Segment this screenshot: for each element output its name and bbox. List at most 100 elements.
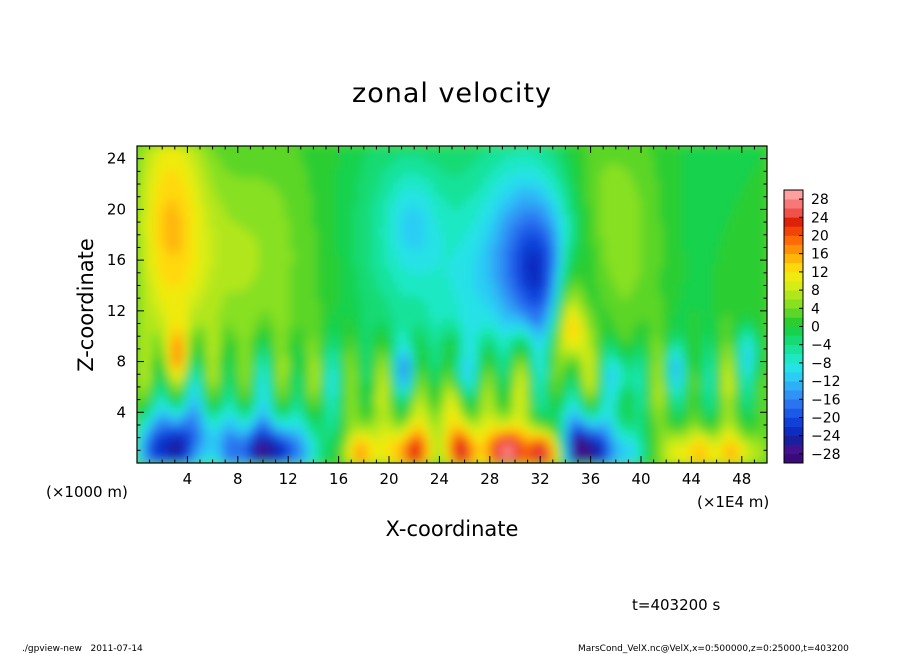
- field-cell: [240, 385, 246, 392]
- field-cell: [339, 444, 345, 450]
- field-cell: [415, 236, 421, 242]
- field-cell: [249, 272, 255, 278]
- field-cell: [429, 146, 435, 152]
- field-cell: [415, 390, 421, 396]
- field-cell: [352, 439, 358, 446]
- field-cell: [312, 317, 318, 324]
- field-cell: [456, 390, 462, 396]
- field-cell: [253, 385, 259, 392]
- field-cell: [456, 344, 462, 351]
- field-cell: [451, 240, 457, 247]
- field-cell: [456, 412, 462, 419]
- field-cell: [406, 444, 412, 450]
- field-cell: [420, 168, 426, 174]
- field-cell: [375, 331, 381, 337]
- field-cell: [181, 294, 187, 301]
- field-cell: [226, 435, 232, 441]
- field-cell: [240, 448, 246, 455]
- field-cell: [226, 204, 232, 210]
- field-cell: [172, 281, 178, 287]
- field-cell: [357, 267, 363, 274]
- field-cell: [357, 172, 363, 179]
- field-cell: [348, 263, 354, 269]
- field-cell: [199, 254, 205, 260]
- field-cell: [163, 344, 169, 351]
- field-cell: [258, 457, 264, 463]
- field-cell: [384, 340, 390, 346]
- field-cell: [397, 376, 403, 382]
- field-cell: [442, 453, 448, 459]
- field-cell: [411, 448, 417, 455]
- field-cell: [249, 394, 255, 401]
- field-cell: [370, 430, 376, 437]
- field-cell: [402, 435, 408, 441]
- field-cell: [442, 367, 448, 373]
- field-cell: [150, 457, 156, 463]
- field-cell: [262, 399, 268, 405]
- field-cell: [348, 331, 354, 337]
- field-cell: [154, 385, 160, 392]
- field-cell: [411, 403, 417, 410]
- field-cell: [141, 199, 147, 206]
- field-cell: [137, 457, 142, 463]
- field-cell: [294, 439, 300, 446]
- field-cell: [411, 163, 417, 170]
- field-cell: [244, 394, 250, 401]
- field-cell: [420, 380, 426, 387]
- field-cell: [420, 146, 426, 152]
- field-cell: [267, 199, 273, 206]
- field-cell: [352, 380, 358, 387]
- field-cell: [447, 308, 453, 315]
- field-cell: [208, 294, 214, 301]
- field-cell: [379, 208, 385, 215]
- field-cell: [370, 222, 376, 229]
- field-cell: [258, 199, 264, 206]
- field-cell: [276, 362, 282, 369]
- field-cell: [334, 177, 340, 183]
- field-cell: [316, 172, 322, 179]
- field-cell: [303, 267, 309, 274]
- field-cell: [424, 236, 430, 242]
- field-cell: [258, 326, 264, 333]
- field-cell: [325, 421, 331, 428]
- field-cell: [420, 457, 426, 463]
- field-cell: [262, 326, 268, 333]
- field-cell: [451, 272, 457, 278]
- field-cell: [168, 317, 174, 324]
- field-cell: [415, 371, 421, 378]
- field-cell: [253, 290, 259, 296]
- field-cell: [244, 304, 250, 310]
- field-cell: [186, 457, 192, 463]
- field-cell: [253, 267, 259, 274]
- field-cell: [163, 426, 169, 432]
- field-cell: [447, 362, 453, 369]
- field-cell: [397, 322, 403, 328]
- field-cell: [199, 412, 205, 419]
- field-cell: [379, 430, 385, 437]
- field-cell: [451, 417, 457, 423]
- field-cell: [442, 362, 448, 369]
- field-cell: [388, 172, 394, 179]
- field-cell: [145, 353, 151, 360]
- field-cell: [348, 417, 354, 423]
- field-cell: [334, 362, 340, 369]
- field-cell: [370, 267, 376, 274]
- field-cell: [316, 457, 322, 463]
- field-cell: [307, 322, 313, 328]
- field-cell: [137, 163, 142, 170]
- field-cell: [271, 421, 277, 428]
- field-cell: [321, 263, 327, 269]
- field-cell: [357, 317, 363, 324]
- field-cell: [366, 159, 372, 165]
- field-cell: [145, 335, 151, 342]
- field-cell: [195, 159, 201, 165]
- field-cell: [447, 457, 453, 463]
- field-cell: [150, 426, 156, 432]
- field-cell: [379, 281, 385, 287]
- field-cell: [240, 281, 246, 287]
- field-cell: [352, 403, 358, 410]
- field-cell: [330, 276, 336, 283]
- field-cell: [451, 430, 457, 437]
- field-cell: [244, 258, 250, 265]
- field-cell: [190, 448, 196, 455]
